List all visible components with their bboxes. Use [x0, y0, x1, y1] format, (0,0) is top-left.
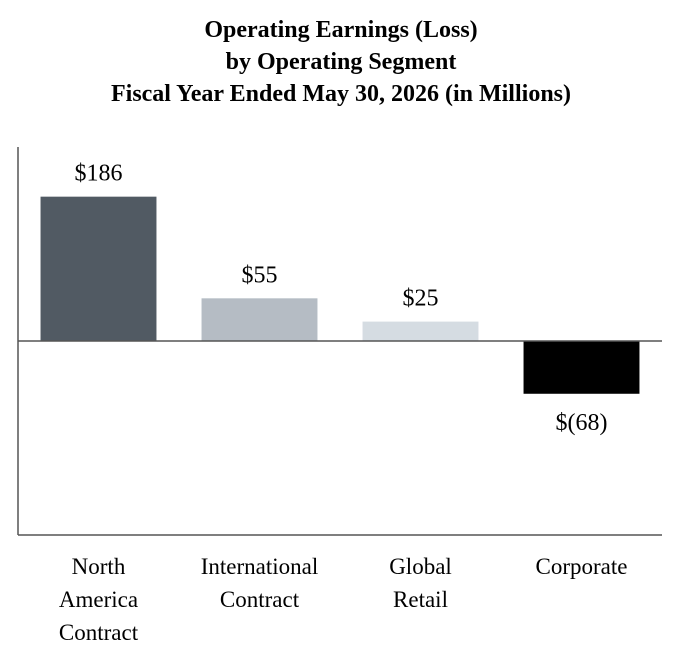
title-line-2: by Operating Segment [225, 49, 457, 75]
category-label-2-0: Global [389, 554, 452, 579]
category-label-1-1: Contract [220, 587, 300, 612]
bar-0 [40, 196, 157, 341]
bar-3 [523, 341, 640, 394]
category-label-1-0: International [201, 554, 319, 579]
title-line-3: Fiscal Year Ended May 30, 2026 (in Milli… [110, 81, 571, 107]
title-line-1: Operating Earnings (Loss) [204, 17, 478, 43]
category-label-3-0: Corporate [536, 554, 628, 579]
value-label-3: $(68) [556, 410, 608, 436]
value-label-0: $186 [75, 161, 123, 187]
value-label-2: $25 [403, 286, 439, 312]
bar-2 [362, 321, 479, 341]
category-label-2-1: Retail [393, 587, 448, 612]
category-label-0-0: North [72, 554, 126, 579]
bars-group [40, 196, 640, 394]
chart-title: Operating Earnings (Loss) by Operating S… [0, 14, 682, 110]
bar-1 [201, 298, 318, 341]
value-label-1: $55 [242, 262, 278, 288]
category-label-0-1: America [59, 587, 138, 612]
category-label-0-2: Contract [59, 620, 139, 645]
labels-group: $186 North America Contract $55 International… [59, 161, 628, 645]
